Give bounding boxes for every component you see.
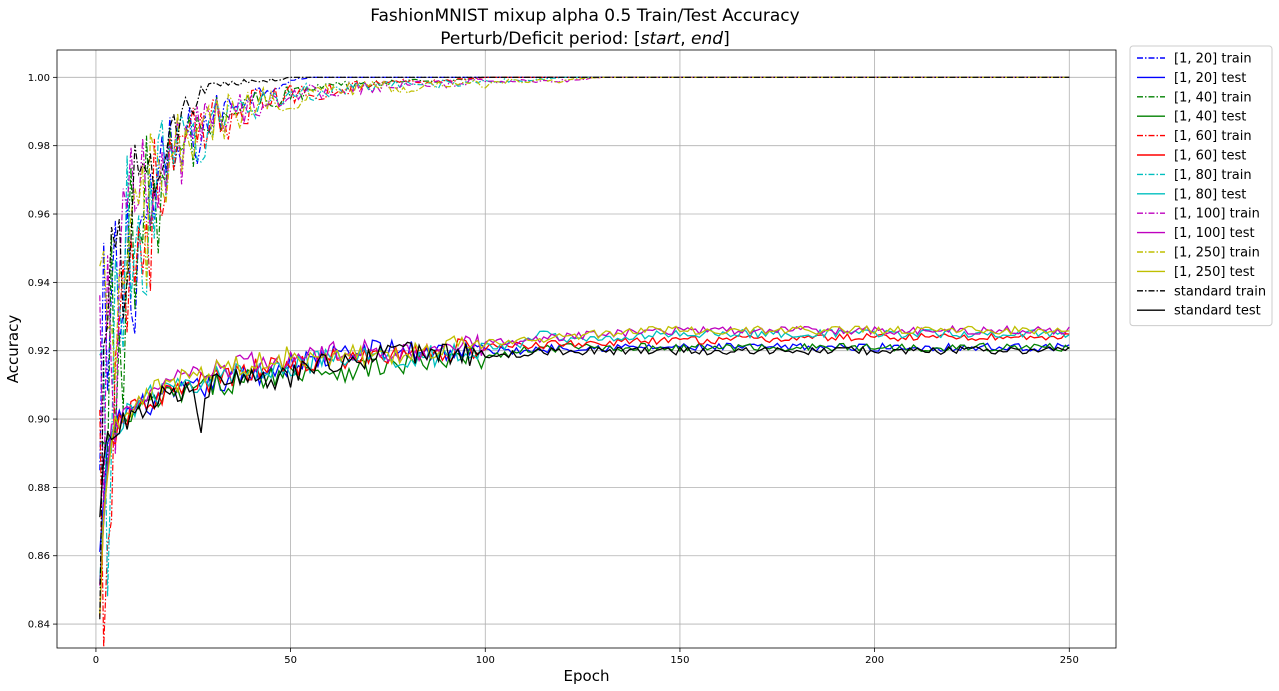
- x-tick-label: 100: [476, 655, 495, 666]
- x-tick-label: 250: [1060, 655, 1079, 666]
- subtitle-sep: ,: [680, 29, 691, 49]
- legend-entry-label: [1, 100] train: [1174, 207, 1260, 222]
- series-line: [99, 76, 1070, 513]
- series-line: [99, 76, 1070, 597]
- legend-box: [1129, 45, 1273, 327]
- x-tick-label: 150: [670, 655, 689, 666]
- subtitle-end: end: [691, 29, 723, 49]
- x-axis-label: Epoch: [564, 667, 610, 685]
- y-tick-label: 0.88: [28, 483, 50, 494]
- legend-entry-label: standard test: [1174, 304, 1261, 319]
- grid-lines: [57, 50, 1116, 648]
- plot-area-frame: [56, 49, 1117, 649]
- y-tick-label: 0.92: [28, 346, 50, 357]
- legend-entry-label: [1, 250] test: [1174, 265, 1255, 280]
- y-tick-label: 0.96: [28, 210, 50, 221]
- x-tick-label: 200: [865, 655, 884, 666]
- legend: [1, 20] train [1, 20] test [1, 40] train [1…: [1129, 45, 1273, 327]
- y-axis-label: Accuracy: [4, 315, 22, 384]
- x-tick-label: 50: [284, 655, 297, 666]
- series-line: [99, 76, 1070, 469]
- legend-entry-label: [1, 80] test: [1174, 187, 1246, 202]
- series-line: [99, 324, 1070, 586]
- subtitle-prefix: Perturb/Deficit period: [: [440, 29, 640, 49]
- legend-entry-label: [1, 100] test: [1174, 226, 1255, 241]
- series-line: [99, 325, 1070, 615]
- legend-entry-label: [1, 40] test: [1174, 110, 1246, 125]
- legend-entry-label: [1, 60] train: [1174, 129, 1252, 144]
- chart-title-group: FashionMNIST mixup alpha 0.5 Train/Test …: [370, 6, 799, 49]
- y-tick-label: 0.84: [28, 620, 50, 631]
- y-tick-label: 0.86: [28, 551, 50, 562]
- axis-ticks: 0 50 100 150 200 250 0.84 0.86 0.88 0.90 0.92 0.94 0…: [28, 73, 1079, 666]
- subtitle-suffix: ]: [723, 29, 730, 49]
- series-line: [99, 76, 1070, 471]
- legend-entry-label: [1, 40] train: [1174, 90, 1252, 105]
- series-line: [99, 342, 1070, 585]
- legend-entry-label: [1, 80] train: [1174, 168, 1252, 183]
- y-tick-label: 0.98: [28, 141, 50, 152]
- series-line: [99, 76, 1070, 620]
- subtitle-start: start: [641, 29, 682, 49]
- legend-entry-label: [1, 20] train: [1174, 52, 1252, 67]
- x-tick-label: 0: [93, 655, 99, 666]
- series-line: [99, 338, 1070, 552]
- chart-subtitle: Perturb/Deficit period: [start, end]: [440, 29, 729, 49]
- legend-entry-label: [1, 20] test: [1174, 71, 1246, 86]
- legend-entry-label: [1, 250] train: [1174, 246, 1260, 261]
- y-tick-label: 0.90: [28, 415, 50, 426]
- y-tick-label: 0.94: [28, 278, 50, 289]
- chart-title: FashionMNIST mixup alpha 0.5 Train/Test …: [370, 6, 799, 26]
- y-tick-label: 1.00: [28, 73, 50, 84]
- series-line: [99, 328, 1070, 581]
- series-line: [99, 341, 1070, 518]
- series-line: [99, 76, 1070, 648]
- series-lines: [99, 76, 1070, 648]
- legend-entry-label: standard train: [1174, 284, 1266, 299]
- series-line: [99, 76, 1070, 380]
- legend-entry-label: [1, 60] test: [1174, 149, 1246, 164]
